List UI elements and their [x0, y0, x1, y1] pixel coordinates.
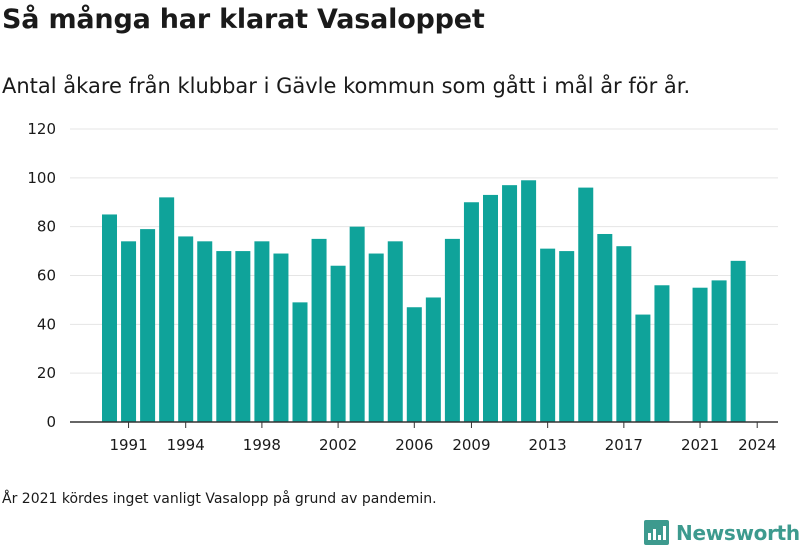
- bar-2013: [540, 248, 556, 422]
- bar-1990: [102, 214, 117, 422]
- bar-2014: [559, 251, 575, 422]
- brand-logo[interactable]: Newsworthy: [644, 520, 800, 545]
- bar-2019: [654, 285, 670, 422]
- bar-2023: [730, 260, 746, 422]
- y-tick-label: 0: [46, 413, 56, 431]
- bar-2003: [349, 226, 365, 422]
- bar-chart: 0 20 40 60 80 100 120 1991 1994 1998 2002 2006 2009…: [27, 120, 778, 454]
- x-tick-label: 2024: [738, 436, 776, 454]
- bar-1994: [178, 236, 194, 422]
- bar-2007: [425, 297, 441, 422]
- bar-1995: [197, 241, 213, 422]
- footnote: År 2021 kördes inget vanligt Vasalopp på…: [2, 491, 437, 507]
- bar-2012: [521, 180, 537, 422]
- bar-2004: [368, 253, 384, 422]
- chart-subtitle: Antal åkare från klubbar i Gävle kommun …: [2, 74, 691, 98]
- x-tick-label: 2002: [319, 436, 357, 454]
- newsworthy-logo-icon: [644, 520, 669, 545]
- x-tick-label: 2021: [681, 436, 719, 454]
- x-tick-label: 2006: [395, 436, 433, 454]
- bar-2008: [444, 238, 460, 423]
- bar-1998: [254, 241, 270, 422]
- bar-2018: [635, 314, 651, 422]
- gridlines: [70, 128, 778, 374]
- bar-1993: [159, 197, 175, 422]
- bars: [102, 180, 746, 423]
- bar-2010: [483, 194, 498, 422]
- x-tick-label: 2017: [605, 436, 643, 454]
- bar-1991: [121, 241, 137, 422]
- bar-2021: [692, 287, 708, 422]
- bar-1992: [140, 229, 156, 422]
- y-tick-label: 60: [37, 267, 56, 285]
- bar-2006: [406, 307, 422, 422]
- x-tick-label: 1998: [243, 436, 281, 454]
- bar-2005: [387, 241, 403, 422]
- x-tick-labels: 1991 1994 1998 2002 2006 2009 2013 2017 2021 2024: [109, 422, 776, 454]
- bar-1996: [216, 251, 232, 422]
- x-tick-label: 1994: [167, 436, 205, 454]
- bar-2009: [463, 202, 479, 422]
- y-tick-label: 40: [37, 315, 56, 333]
- y-tick-label: 100: [27, 169, 56, 187]
- bar-1999: [273, 253, 289, 422]
- bar-2011: [502, 185, 518, 422]
- x-tick-label: 1991: [109, 436, 147, 454]
- brand-name: Newsworthy: [676, 520, 800, 545]
- bar-2015: [578, 187, 594, 422]
- y-tick-label: 80: [37, 218, 56, 236]
- y-tick-label: 120: [27, 120, 56, 138]
- x-tick-label: 2009: [452, 436, 490, 454]
- bar-2022: [711, 280, 727, 422]
- bar-2016: [597, 233, 613, 422]
- chart-title: Så många har klarat Vasaloppet: [2, 4, 485, 35]
- bar-2000: [292, 302, 308, 422]
- bar-2001: [311, 238, 327, 423]
- y-tick-label: 20: [37, 364, 56, 382]
- x-tick-label: 2013: [529, 436, 567, 454]
- bar-2002: [330, 265, 346, 422]
- y-tick-labels: 0 20 40 60 80 100 120: [27, 120, 56, 431]
- bar-2017: [616, 246, 632, 422]
- bar-1997: [235, 251, 251, 422]
